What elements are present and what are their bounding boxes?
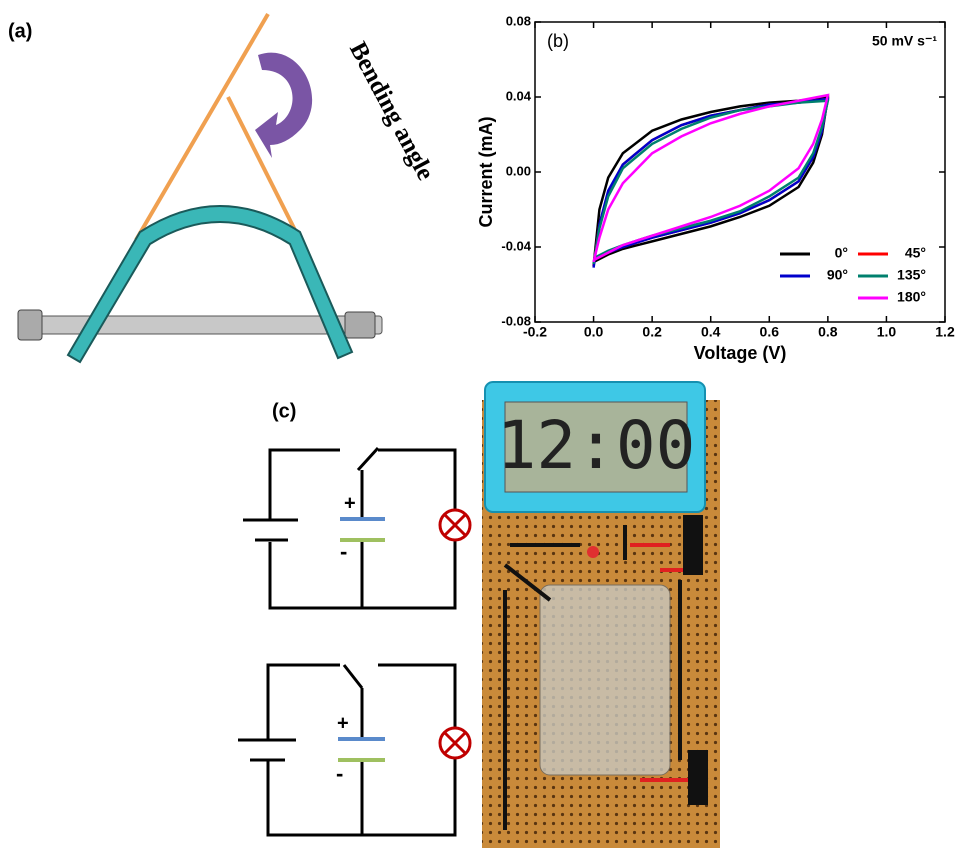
arm [136, 14, 268, 240]
panel-label: (a) [8, 20, 32, 42]
x-tick-label: 0.2 [642, 324, 662, 340]
plus: + [344, 492, 356, 514]
legend-label: 0° [835, 245, 848, 261]
circuit: + - [243, 448, 470, 608]
y-axis-label: Current (mA) [476, 116, 496, 227]
bent-strip [68, 206, 352, 362]
circuit: + - [238, 665, 470, 835]
figure: (a) Bending angle -0.20.00.20.40.60.81.0… [0, 0, 962, 848]
legend-label: 180° [897, 289, 926, 305]
panel-label: (c) [272, 400, 296, 422]
y-tick-label: 0.00 [506, 163, 531, 178]
plus: + [337, 712, 349, 734]
led [587, 546, 599, 558]
series-line [594, 95, 828, 262]
y-tick-label: -0.04 [501, 238, 531, 253]
supercapacitor [540, 585, 670, 775]
y-tick-label: 0.08 [506, 13, 531, 28]
y-tick-label: -0.08 [501, 313, 531, 328]
y-tick-label: 0.04 [506, 88, 532, 103]
x-tick-label: 0.6 [760, 324, 780, 340]
panel-a: (a) Bending angle [8, 14, 439, 362]
x-tick-label: 1.0 [877, 324, 897, 340]
nut [345, 312, 375, 338]
x-tick-label: 1.2 [935, 324, 955, 340]
annotation: Bending angle [344, 38, 439, 185]
lcd-text: 12:00 [497, 407, 696, 484]
panel-c: (c) + - + - [238, 400, 470, 835]
x-axis-label: Voltage (V) [694, 343, 787, 363]
series-line [594, 101, 828, 264]
x-tick-label: 0.8 [818, 324, 838, 340]
arrow [255, 53, 312, 158]
x-tick-label: 0.0 [584, 324, 604, 340]
x-tick-label: 0.4 [701, 324, 721, 340]
legend-label: 135° [897, 267, 926, 283]
device-photo: 12:00 [482, 382, 720, 848]
legend-label: 90° [827, 267, 848, 283]
annotation: 50 mV s⁻¹ [872, 33, 937, 49]
switch [683, 515, 703, 575]
minus: - [336, 761, 343, 786]
minus: - [340, 539, 347, 564]
legend-label: 45° [905, 245, 926, 261]
switch [688, 750, 708, 805]
nut [18, 310, 42, 340]
panel-label: (b) [547, 31, 569, 51]
